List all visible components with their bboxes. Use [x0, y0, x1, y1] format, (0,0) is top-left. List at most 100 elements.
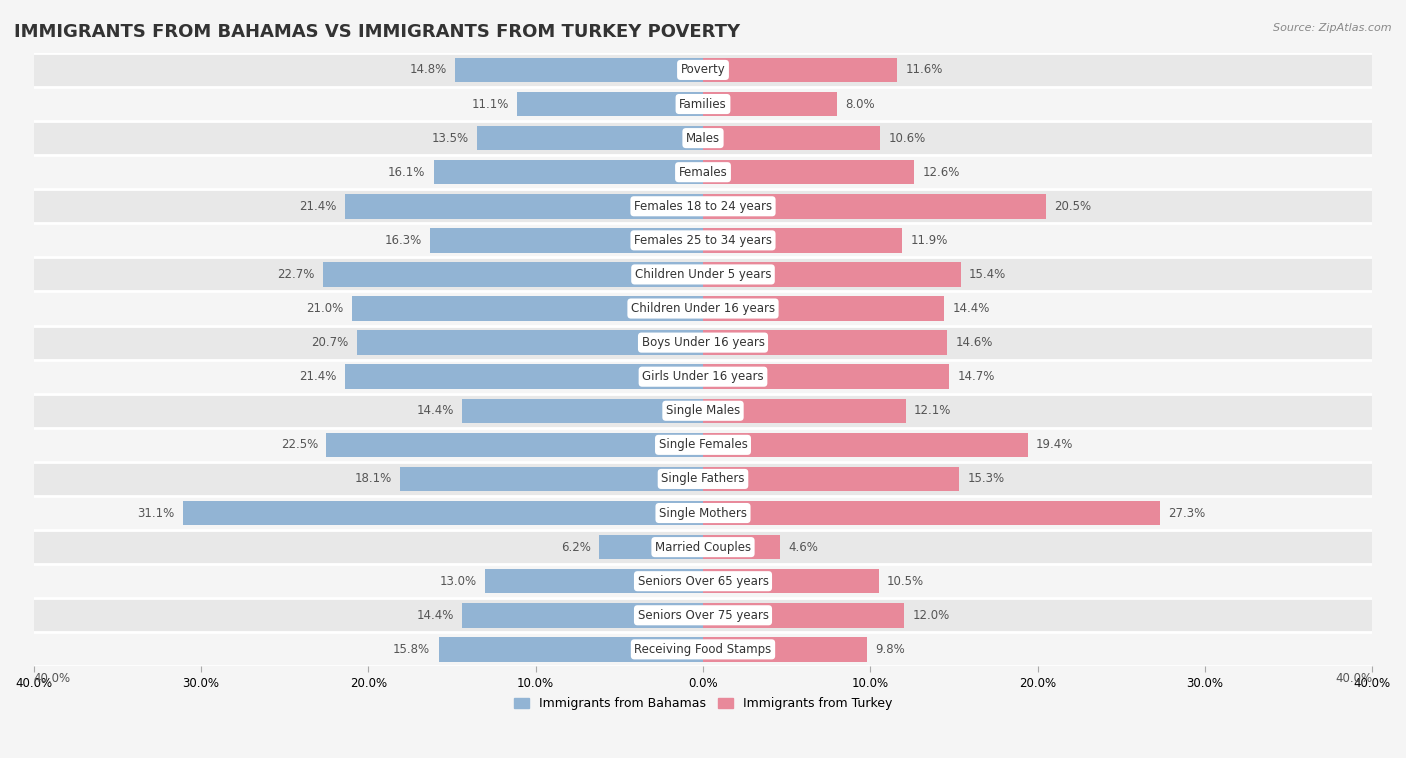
Text: 15.8%: 15.8% — [394, 643, 430, 656]
Bar — [485, 569, 703, 594]
Bar — [344, 365, 703, 389]
Text: Married Couples: Married Couples — [655, 540, 751, 553]
FancyBboxPatch shape — [34, 598, 1372, 632]
Bar — [703, 365, 949, 389]
Text: 13.5%: 13.5% — [432, 132, 468, 145]
Text: 15.4%: 15.4% — [969, 268, 1007, 281]
Bar — [703, 433, 1028, 457]
Bar — [352, 296, 703, 321]
FancyBboxPatch shape — [34, 496, 1372, 530]
Bar — [430, 228, 703, 252]
Bar — [703, 535, 780, 559]
Text: 19.4%: 19.4% — [1036, 438, 1073, 451]
Text: 16.3%: 16.3% — [385, 234, 422, 247]
Bar — [703, 262, 960, 287]
Text: Girls Under 16 years: Girls Under 16 years — [643, 370, 763, 384]
Text: Males: Males — [686, 132, 720, 145]
FancyBboxPatch shape — [34, 155, 1372, 190]
Bar — [599, 535, 703, 559]
FancyBboxPatch shape — [34, 258, 1372, 292]
FancyBboxPatch shape — [34, 530, 1372, 564]
Bar — [401, 467, 703, 491]
Text: 8.0%: 8.0% — [845, 98, 875, 111]
Text: 40.0%: 40.0% — [1336, 672, 1372, 684]
Bar — [433, 160, 703, 184]
Text: Seniors Over 75 years: Seniors Over 75 years — [637, 609, 769, 622]
FancyBboxPatch shape — [34, 224, 1372, 258]
FancyBboxPatch shape — [34, 428, 1372, 462]
Text: 6.2%: 6.2% — [561, 540, 591, 553]
FancyBboxPatch shape — [34, 121, 1372, 155]
Bar — [703, 603, 904, 628]
Bar — [183, 501, 703, 525]
Text: 11.6%: 11.6% — [905, 64, 943, 77]
Text: 15.3%: 15.3% — [967, 472, 1004, 485]
Text: 18.1%: 18.1% — [354, 472, 392, 485]
Bar — [463, 399, 703, 423]
FancyBboxPatch shape — [34, 292, 1372, 326]
Text: 4.6%: 4.6% — [789, 540, 818, 553]
Text: Receiving Food Stamps: Receiving Food Stamps — [634, 643, 772, 656]
Text: 12.0%: 12.0% — [912, 609, 949, 622]
Text: 11.9%: 11.9% — [911, 234, 948, 247]
Legend: Immigrants from Bahamas, Immigrants from Turkey: Immigrants from Bahamas, Immigrants from… — [509, 692, 897, 716]
Text: Families: Families — [679, 98, 727, 111]
Text: Seniors Over 65 years: Seniors Over 65 years — [637, 575, 769, 587]
Bar — [326, 433, 703, 457]
Bar — [703, 467, 959, 491]
Text: Single Fathers: Single Fathers — [661, 472, 745, 485]
Text: Children Under 16 years: Children Under 16 years — [631, 302, 775, 315]
FancyBboxPatch shape — [34, 359, 1372, 393]
FancyBboxPatch shape — [34, 190, 1372, 224]
Text: 21.4%: 21.4% — [299, 370, 336, 384]
Bar — [703, 194, 1046, 218]
Bar — [703, 399, 905, 423]
Bar — [463, 603, 703, 628]
Text: Females: Females — [679, 166, 727, 179]
Bar — [703, 228, 903, 252]
Bar — [703, 569, 879, 594]
Text: IMMIGRANTS FROM BAHAMAS VS IMMIGRANTS FROM TURKEY POVERTY: IMMIGRANTS FROM BAHAMAS VS IMMIGRANTS FR… — [14, 23, 740, 41]
Text: 14.4%: 14.4% — [952, 302, 990, 315]
Text: 22.7%: 22.7% — [277, 268, 315, 281]
Bar — [703, 296, 943, 321]
Bar — [357, 330, 703, 355]
Text: 14.8%: 14.8% — [409, 64, 447, 77]
Text: 14.4%: 14.4% — [416, 609, 454, 622]
Bar — [703, 126, 880, 150]
Text: 16.1%: 16.1% — [388, 166, 425, 179]
Text: Single Males: Single Males — [666, 404, 740, 417]
Text: 40.0%: 40.0% — [34, 672, 70, 684]
Text: 21.0%: 21.0% — [307, 302, 343, 315]
Bar — [703, 501, 1160, 525]
Bar — [477, 126, 703, 150]
FancyBboxPatch shape — [34, 326, 1372, 359]
Text: 12.6%: 12.6% — [922, 166, 960, 179]
Text: Children Under 5 years: Children Under 5 years — [634, 268, 772, 281]
Text: 31.1%: 31.1% — [136, 506, 174, 519]
Bar — [703, 92, 837, 116]
Bar — [439, 637, 703, 662]
FancyBboxPatch shape — [34, 393, 1372, 428]
Text: 20.5%: 20.5% — [1054, 200, 1091, 213]
Text: 9.8%: 9.8% — [876, 643, 905, 656]
Text: 21.4%: 21.4% — [299, 200, 336, 213]
Text: Boys Under 16 years: Boys Under 16 years — [641, 336, 765, 349]
Text: 13.0%: 13.0% — [440, 575, 477, 587]
FancyBboxPatch shape — [34, 87, 1372, 121]
Text: Females 25 to 34 years: Females 25 to 34 years — [634, 234, 772, 247]
Text: 14.4%: 14.4% — [416, 404, 454, 417]
Bar — [703, 58, 897, 82]
Text: 12.1%: 12.1% — [914, 404, 952, 417]
Bar — [456, 58, 703, 82]
FancyBboxPatch shape — [34, 462, 1372, 496]
FancyBboxPatch shape — [34, 632, 1372, 666]
Bar — [344, 194, 703, 218]
Text: Single Females: Single Females — [658, 438, 748, 451]
Text: 14.7%: 14.7% — [957, 370, 995, 384]
FancyBboxPatch shape — [34, 564, 1372, 598]
Text: Females 18 to 24 years: Females 18 to 24 years — [634, 200, 772, 213]
Text: Poverty: Poverty — [681, 64, 725, 77]
Bar — [703, 330, 948, 355]
FancyBboxPatch shape — [34, 53, 1372, 87]
